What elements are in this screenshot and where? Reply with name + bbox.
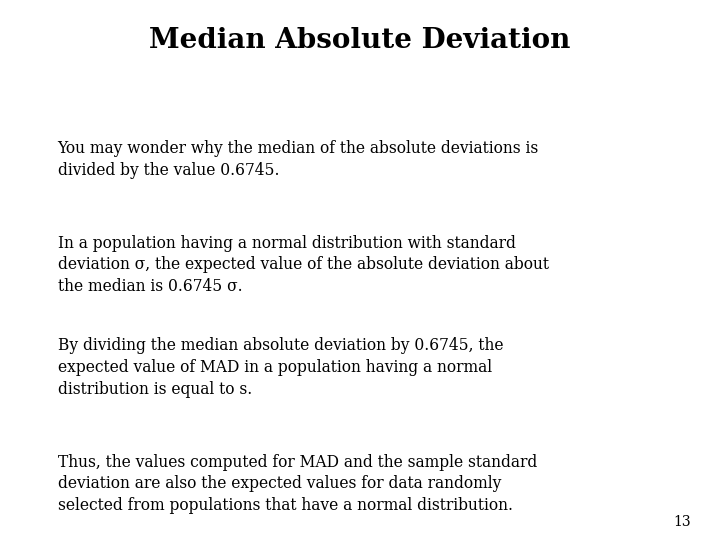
Text: 13: 13 [674,515,691,529]
Text: You may wonder why the median of the absolute deviations is
divided by the value: You may wonder why the median of the abs… [58,140,539,179]
Text: In a population having a normal distribution with standard
deviation σ, the expe: In a population having a normal distribu… [58,235,549,295]
Text: By dividing the median absolute deviation by 0.6745, the
expected value of MAD i: By dividing the median absolute deviatio… [58,338,503,397]
Text: Median Absolute Deviation: Median Absolute Deviation [149,27,571,54]
Text: Thus, the values computed for MAD and the sample standard
deviation are also the: Thus, the values computed for MAD and th… [58,454,537,514]
